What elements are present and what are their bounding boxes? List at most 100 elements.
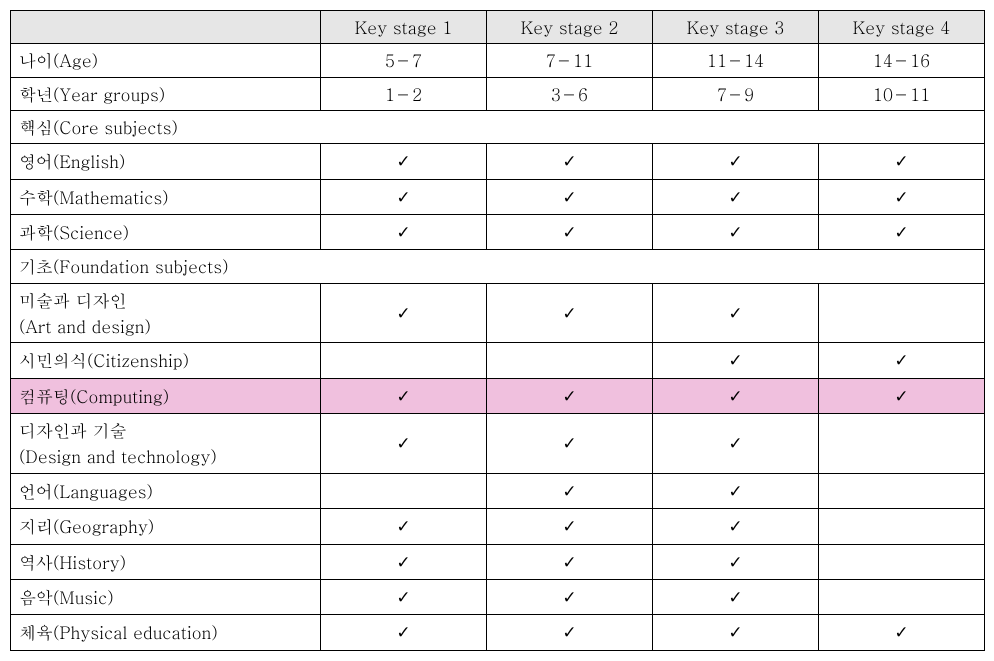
- check-icon: ✓: [396, 152, 410, 171]
- check-icon: ✓: [396, 304, 410, 323]
- cell: 14－16: [819, 44, 985, 77]
- table-row: 나이(Age)5－77－1111－1414－16: [11, 44, 985, 77]
- check-icon: ✓: [728, 223, 742, 242]
- col-header-ks3: Key stage 3: [653, 11, 819, 44]
- row-label: 컴퓨팅(Computing): [11, 378, 321, 413]
- table-row: 디자인과 기술(Design and technology)✓✓✓: [11, 414, 985, 474]
- table-row: 시민의식(Citizenship)✓✓: [11, 343, 985, 378]
- cell: 5－7: [321, 44, 487, 77]
- check-icon: ✓: [894, 623, 908, 642]
- check-icon: ✓: [728, 482, 742, 501]
- cell: ✓: [653, 343, 819, 378]
- check-icon: ✓: [562, 304, 576, 323]
- cell: ✓: [819, 343, 985, 378]
- cell: ✓: [487, 283, 653, 343]
- col-header-ks1: Key stage 1: [321, 11, 487, 44]
- cell: 3－6: [487, 77, 653, 110]
- cell: ✓: [653, 544, 819, 579]
- check-icon: ✓: [396, 553, 410, 572]
- cell: ✓: [653, 378, 819, 413]
- check-icon: ✓: [562, 623, 576, 642]
- row-label: 영어(English): [11, 144, 321, 179]
- check-icon: ✓: [894, 223, 908, 242]
- section-label: 기초(Foundation subjects): [11, 250, 985, 283]
- row-label: 수학(Mathematics): [11, 179, 321, 214]
- row-label: 학년(Year groups): [11, 77, 321, 110]
- cell: ✓: [487, 615, 653, 650]
- check-icon: ✓: [728, 588, 742, 607]
- cell: ✓: [321, 179, 487, 214]
- table-row: 기초(Foundation subjects): [11, 250, 985, 283]
- col-header-blank: [11, 11, 321, 44]
- check-icon: ✓: [562, 223, 576, 242]
- check-icon: ✓: [728, 304, 742, 323]
- table-row: 핵심(Core subjects): [11, 111, 985, 144]
- cell: ✓: [653, 473, 819, 508]
- cell: ✓: [487, 378, 653, 413]
- check-icon: ✓: [562, 152, 576, 171]
- cell: ✓: [653, 179, 819, 214]
- cell: ✓: [487, 215, 653, 250]
- table-header-row: Key stage 1 Key stage 2 Key stage 3 Key …: [11, 11, 985, 44]
- check-icon: ✓: [728, 351, 742, 370]
- cell: ✓: [321, 544, 487, 579]
- cell: ✓: [321, 378, 487, 413]
- check-icon: ✓: [728, 553, 742, 572]
- cell: ✓: [487, 509, 653, 544]
- cell: ✓: [653, 144, 819, 179]
- row-label: 미술과 디자인(Art and design): [11, 283, 321, 343]
- cell: ✓: [487, 473, 653, 508]
- cell: [819, 544, 985, 579]
- check-icon: ✓: [894, 188, 908, 207]
- table-row: 미술과 디자인(Art and design) ✓ ✓ ✓: [11, 283, 985, 343]
- check-icon: ✓: [396, 623, 410, 642]
- cell: [819, 414, 985, 474]
- table-row: 언어(Languages) ✓ ✓: [11, 473, 985, 508]
- row-label: 지리(Geography): [11, 509, 321, 544]
- check-icon: ✓: [562, 387, 576, 406]
- row-label: 과학(Science): [11, 215, 321, 250]
- cell: ✓: [321, 144, 487, 179]
- cell: ✓: [819, 615, 985, 650]
- row-label: 디자인과 기술(Design and technology): [11, 414, 321, 474]
- cell: [819, 283, 985, 343]
- cell: ✓: [321, 615, 487, 650]
- check-icon: ✓: [562, 553, 576, 572]
- cell: 11－14: [653, 44, 819, 77]
- cell: ✓: [321, 579, 487, 614]
- check-icon: ✓: [562, 517, 576, 536]
- section-label: 핵심(Core subjects): [11, 111, 985, 144]
- table-row: 체육(Physical education) ✓ ✓ ✓ ✓: [11, 615, 985, 650]
- table-row: 음악(Music)✓✓✓: [11, 579, 985, 614]
- cell: ✓: [653, 615, 819, 650]
- cell: ✓: [487, 544, 653, 579]
- cell: 10－11: [819, 77, 985, 110]
- cell: 7－9: [653, 77, 819, 110]
- check-icon: ✓: [894, 351, 908, 370]
- check-icon: ✓: [894, 152, 908, 171]
- check-icon: ✓: [562, 482, 576, 501]
- row-label: 나이(Age): [11, 44, 321, 77]
- check-icon: ✓: [728, 188, 742, 207]
- check-icon: ✓: [728, 434, 742, 453]
- check-icon: ✓: [396, 517, 410, 536]
- col-header-ks4: Key stage 4: [819, 11, 985, 44]
- table-row: 과학(Science)✓✓✓✓: [11, 215, 985, 250]
- cell: ✓: [321, 414, 487, 474]
- row-label: 역사(History): [11, 544, 321, 579]
- check-icon: ✓: [562, 434, 576, 453]
- cell: ✓: [819, 378, 985, 413]
- cell: ✓: [653, 215, 819, 250]
- cell: ✓: [653, 579, 819, 614]
- check-icon: ✓: [894, 387, 908, 406]
- cell: 7－11: [487, 44, 653, 77]
- row-label: 언어(Languages): [11, 473, 321, 508]
- table-row: 역사(History) ✓ ✓ ✓: [11, 544, 985, 579]
- cell: ✓: [487, 179, 653, 214]
- cell: ✓: [487, 579, 653, 614]
- cell: [321, 343, 487, 378]
- check-icon: ✓: [396, 387, 410, 406]
- cell: ✓: [487, 414, 653, 474]
- row-label: 체육(Physical education): [11, 615, 321, 650]
- check-icon: ✓: [728, 517, 742, 536]
